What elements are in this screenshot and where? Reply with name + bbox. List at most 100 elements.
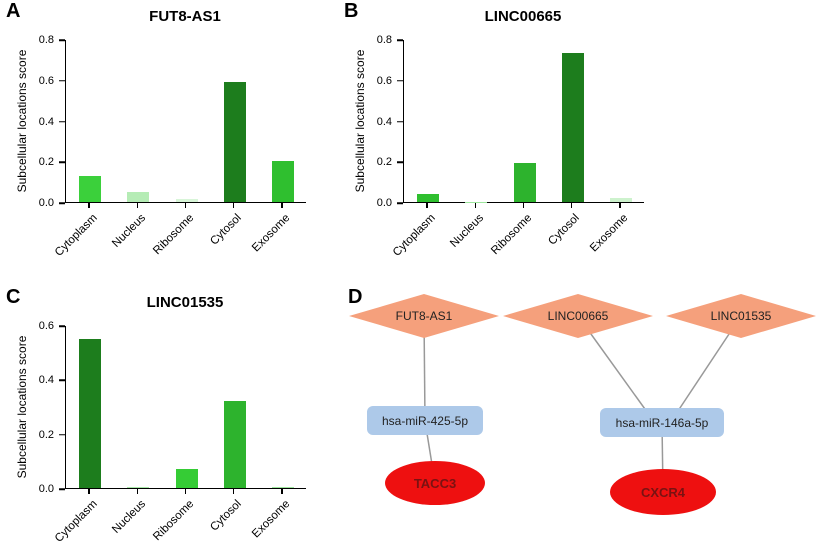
bar-cytoplasm bbox=[417, 193, 440, 202]
x-tick-label: Ribosome bbox=[488, 212, 534, 258]
bar-nucleus bbox=[127, 191, 150, 202]
node-label: CXCR4 bbox=[640, 484, 686, 500]
y-tick-label: 0.0 bbox=[38, 483, 54, 495]
x-tick-label: Cytoplasm bbox=[390, 212, 438, 259]
y-tick-mark bbox=[59, 39, 65, 41]
y-tick-mark bbox=[59, 433, 65, 436]
chart-title-c: LINC01535 bbox=[146, 294, 224, 311]
x-labels: Cytoplasm Nucleus Ribosome Cytosol Exosome bbox=[53, 203, 305, 283]
x-tick-label: Exosome bbox=[588, 212, 631, 255]
y-tick-label: 0.4 bbox=[38, 374, 54, 387]
y-tick-mark bbox=[59, 488, 65, 490]
x-tick-label: Cytosol bbox=[546, 212, 583, 248]
y-axis: 0.0 0.2 0.4 0.6 0.8 bbox=[25, 34, 65, 209]
y-tick-label: 0.4 bbox=[376, 115, 392, 128]
x-tick-label: Cytosol bbox=[208, 212, 245, 248]
plot-area bbox=[403, 40, 644, 203]
x-tick-mark bbox=[281, 489, 283, 494]
panel-label-a: A bbox=[6, 0, 21, 22]
y-tick-label: 0.6 bbox=[38, 320, 54, 332]
y-tick-mark bbox=[59, 120, 65, 123]
x-tick-mark bbox=[474, 203, 477, 208]
panel-label-b: B bbox=[344, 0, 359, 22]
x-tick-mark bbox=[522, 203, 525, 208]
plot-area bbox=[65, 326, 306, 489]
bar-ribosome bbox=[175, 468, 198, 488]
x-tick-mark bbox=[232, 203, 235, 208]
bar-exosome bbox=[609, 197, 632, 202]
y-tick-label: 0.4 bbox=[38, 115, 54, 128]
x-tick-mark bbox=[184, 203, 187, 208]
y-tick-label: 0.2 bbox=[376, 156, 392, 169]
x-tick-mark bbox=[88, 203, 90, 208]
y-tick-label: 0.2 bbox=[38, 428, 54, 441]
y-tick-label: 0.6 bbox=[376, 74, 392, 87]
x-tick-mark bbox=[136, 489, 139, 494]
x-labels: Cytoplasm Nucleus Ribosome Cytosol Exosome bbox=[53, 489, 305, 554]
y-tick-mark bbox=[59, 202, 65, 204]
bar-nucleus bbox=[127, 486, 150, 488]
panel-b: B LINC00665 Subcellular locations score … bbox=[338, 0, 678, 286]
y-tick-label: 0.8 bbox=[376, 34, 392, 46]
x-tick-label: Exosome bbox=[250, 212, 293, 255]
panel-label-c: C bbox=[6, 286, 21, 308]
y-tick-mark bbox=[59, 379, 65, 382]
x-tick-mark bbox=[570, 203, 573, 208]
x-tick-mark bbox=[281, 203, 283, 208]
bar-cytoplasm bbox=[79, 338, 102, 488]
bar-ribosome bbox=[175, 198, 198, 202]
x-tick-label: Nucleus bbox=[109, 212, 148, 250]
x-labels: Cytoplasm Nucleus Ribosome Cytosol Exosome bbox=[391, 203, 643, 283]
node-label: hsa-miR-146a-5p bbox=[615, 415, 709, 430]
y-axis: 0.0 0.2 0.4 0.6 bbox=[25, 320, 65, 495]
x-tick-label: Cytoplasm bbox=[52, 498, 100, 545]
x-tick-mark bbox=[426, 203, 428, 208]
y-tick-label: 0.0 bbox=[376, 197, 392, 209]
y-tick-label: 0.2 bbox=[38, 156, 54, 169]
x-tick-label: Ribosome bbox=[150, 498, 196, 544]
y-tick-mark bbox=[59, 161, 65, 163]
x-tick-label: Cytosol bbox=[208, 498, 245, 534]
node-hsa-mir-425-5p: hsa-miR-425-5p bbox=[367, 406, 483, 435]
bar-cytoplasm bbox=[79, 175, 102, 202]
node-label: FUT8-AS1 bbox=[395, 309, 453, 323]
x-tick-label: Exosome bbox=[250, 498, 293, 541]
x-tick-label: Nucleus bbox=[109, 498, 148, 536]
x-tick-mark bbox=[619, 203, 621, 208]
y-tick-mark bbox=[59, 325, 65, 327]
y-tick-mark bbox=[59, 80, 65, 82]
plot-area bbox=[65, 40, 306, 203]
bar-cytosol bbox=[223, 401, 246, 488]
node-label: TACC3 bbox=[413, 475, 457, 491]
x-tick-mark bbox=[232, 489, 235, 494]
panel-d: D FUT8-AS1 LINC00665 LINC01535 hsa-miR-4… bbox=[340, 286, 824, 554]
node-tacc3: TACC3 bbox=[385, 461, 485, 505]
y-tick-mark bbox=[397, 80, 403, 82]
node-hsa-mir-146a-5p: hsa-miR-146a-5p bbox=[600, 408, 724, 437]
chart-title-a: FUT8-AS1 bbox=[149, 8, 221, 25]
x-tick-mark bbox=[88, 489, 90, 494]
node-label: LINC00665 bbox=[547, 309, 609, 323]
x-tick-label: Nucleus bbox=[447, 212, 486, 250]
panel-label-d: D bbox=[348, 286, 363, 308]
y-tick-label: 0.6 bbox=[38, 74, 54, 87]
chart-title-b: LINC00665 bbox=[484, 8, 562, 25]
bar-cytosol bbox=[223, 81, 246, 202]
y-tick-mark bbox=[397, 39, 403, 41]
bar-exosome bbox=[271, 161, 294, 202]
node-label: LINC01535 bbox=[710, 309, 772, 323]
y-tick-mark bbox=[397, 161, 403, 163]
x-tick-mark bbox=[136, 203, 139, 208]
panel-a: A FUT8-AS1 Subcellular locations score 0… bbox=[0, 0, 340, 286]
x-tick-mark bbox=[184, 489, 187, 494]
bar-exosome bbox=[271, 487, 294, 488]
y-tick-mark bbox=[397, 202, 403, 204]
y-tick-label: 0.8 bbox=[38, 34, 54, 46]
y-tick-label: 0.0 bbox=[38, 197, 54, 209]
x-tick-label: Ribosome bbox=[150, 212, 196, 258]
panel-c: C LINC01535 Subcellular locations score … bbox=[0, 286, 340, 554]
x-tick-label: Cytoplasm bbox=[52, 212, 100, 259]
node-cxcr4: CXCR4 bbox=[610, 469, 716, 515]
y-axis: 0.0 0.2 0.4 0.6 0.8 bbox=[363, 34, 403, 209]
